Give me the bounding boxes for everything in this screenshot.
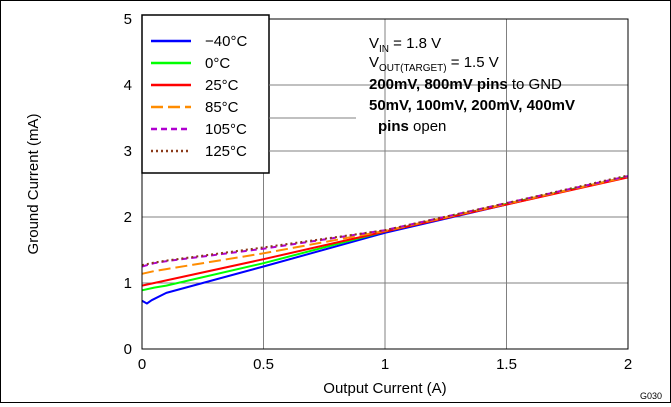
legend-label-1: 0°C	[205, 55, 230, 72]
x-axis-title: Output Current (A)	[323, 380, 446, 397]
x-tick-label: 0.5	[253, 356, 274, 373]
y-tick-label: 3	[124, 143, 132, 160]
x-tick-label: 1.5	[496, 356, 517, 373]
x-tick-label: 0	[138, 356, 146, 373]
figure-id-label: G030	[640, 391, 662, 401]
annotation-leader-lines	[269, 84, 356, 152]
legend: −40°C 0°C 25°C 85°C 105°C 125°C	[141, 14, 270, 174]
vin-condition: VIN = 1.8 V	[369, 35, 441, 55]
x-tick-label: 2	[624, 356, 632, 373]
pins-open-condition-line1: 50mV, 100mV, 200mV, 400mV	[369, 97, 575, 114]
test-conditions: VIN = 1.8 V VOUT(TARGET) = 1.5 V 200mV, …	[369, 35, 575, 135]
vout-condition: VOUT(TARGET) = 1.5 V	[369, 54, 499, 74]
legend-label-3: 85°C	[205, 99, 239, 116]
pins-open-condition-line2: pins open	[378, 118, 446, 135]
tick-labels: 0 0.5 1 1.5 2 0 1 2 3 4 5	[124, 11, 633, 373]
series-line-3	[141, 175, 629, 275]
legend-label-0: −40°C	[205, 33, 247, 50]
y-tick-label: 2	[124, 209, 132, 226]
axes	[141, 18, 629, 350]
legend-label-4: 105°C	[205, 121, 247, 138]
y-tick-label: 5	[124, 11, 132, 28]
x-tick-label: 1	[381, 356, 389, 373]
legend-label-5: 125°C	[205, 143, 247, 160]
series-line-5	[141, 174, 629, 267]
plot-area-border	[141, 18, 629, 350]
y-tick-label: 0	[124, 341, 132, 358]
y-tick-label: 1	[124, 275, 132, 292]
legend-label-2: 25°C	[205, 77, 239, 94]
pins-to-gnd-condition: 200mV, 800mV pins to GND	[369, 76, 562, 93]
y-tick-label: 4	[124, 77, 132, 94]
series-lines	[141, 174, 629, 305]
y-axis-title: Ground Current (mA)	[25, 114, 42, 255]
series-line-2	[141, 176, 629, 287]
